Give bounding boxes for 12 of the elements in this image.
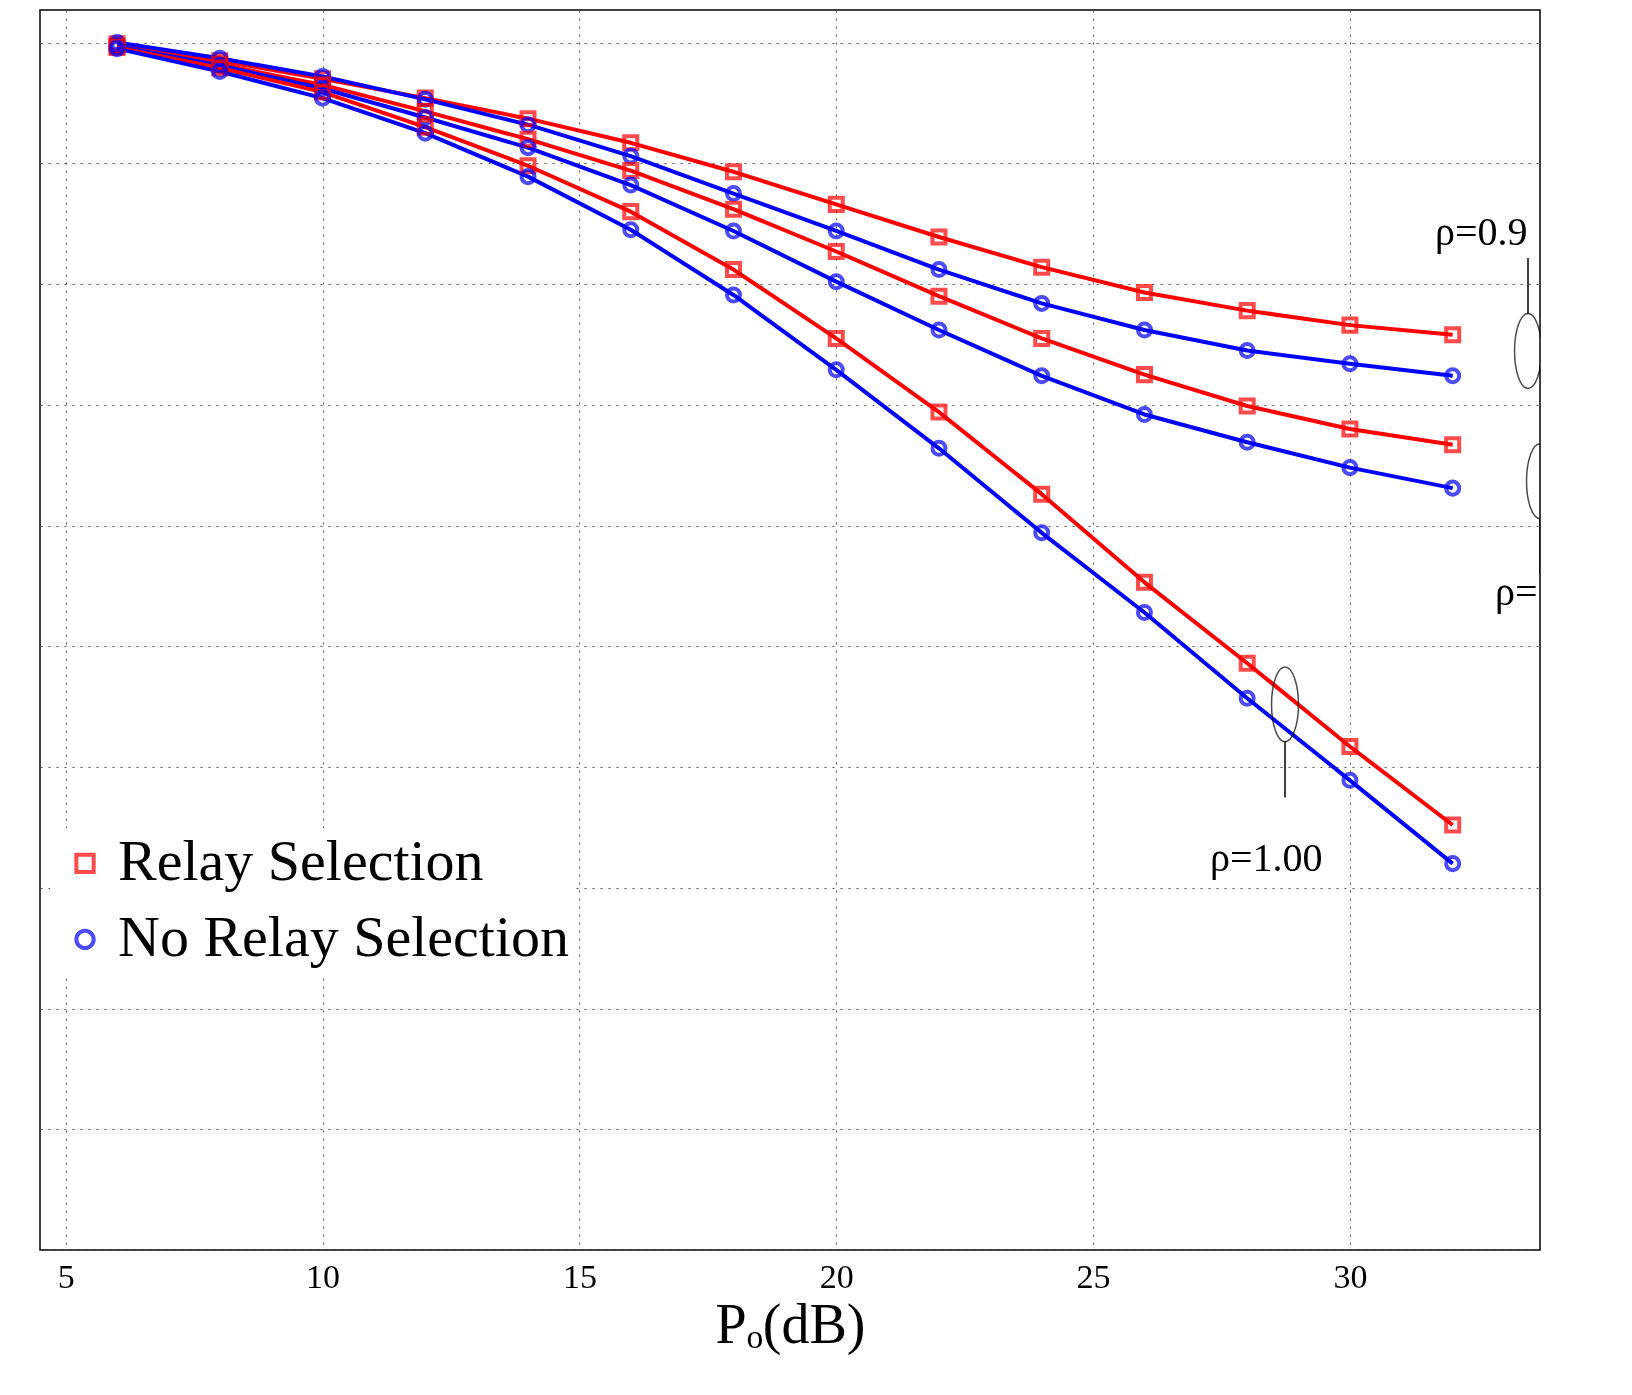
x-tick-label: 10 xyxy=(306,1257,341,1295)
annotation: ρ=0.9 xyxy=(1435,209,1528,255)
x-tick-label: 15 xyxy=(562,1257,597,1295)
annotation: ρ= xyxy=(1495,568,1538,614)
x-axis-title: Pₒ(dB) xyxy=(715,1292,866,1356)
legend-label: No Relay Selection xyxy=(118,904,570,970)
x-tick-label: 5 xyxy=(57,1257,75,1295)
x-tick-label: 25 xyxy=(1076,1257,1111,1295)
x-tick-label: 30 xyxy=(1333,1257,1368,1295)
annotation: ρ=1.00 xyxy=(1210,835,1323,881)
x-tick-label: 20 xyxy=(819,1257,854,1295)
legend-label: Relay Selection xyxy=(118,828,484,894)
